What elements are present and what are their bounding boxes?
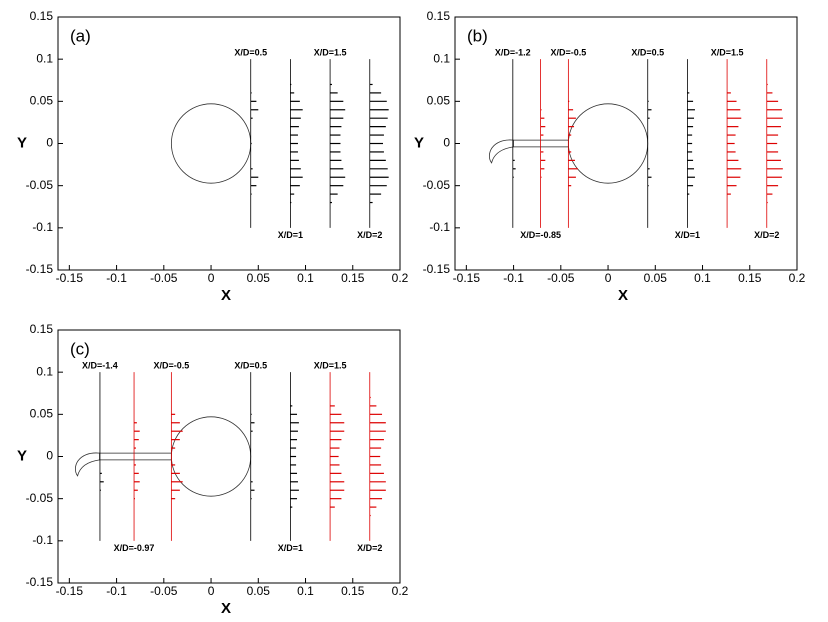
station-label: X/D=1 <box>278 230 303 240</box>
x-tick-label: 0.15 <box>341 271 365 285</box>
cylinder <box>567 103 649 184</box>
y-tick-label: 0.15 <box>30 322 54 336</box>
cylinder <box>170 103 252 184</box>
station-label: X/D=1.5 <box>314 361 347 371</box>
station-label: X/D=1 <box>278 543 303 553</box>
station-label: X/D=-1.4 <box>82 361 118 371</box>
station-label: X/D=0.5 <box>234 361 267 371</box>
x-tick-label: 0 <box>605 271 612 285</box>
y-tick-label: -0.15 <box>26 575 54 589</box>
station-label: X/D=-0.5 <box>153 361 189 371</box>
x-tick-label: 0.2 <box>392 584 409 598</box>
station-label: X/D=-0.85 <box>520 230 561 240</box>
station-label: X/D=-0.5 <box>550 48 586 58</box>
panel-label: (c) <box>70 339 90 358</box>
y-tick-label: 0.05 <box>427 94 451 108</box>
x-axis-label: X <box>221 287 231 304</box>
station-label: X/D=0.5 <box>234 48 267 58</box>
y-tick-label: -0.15 <box>423 262 451 276</box>
plate-hook <box>74 452 100 477</box>
y-tick-label: -0.05 <box>423 178 451 192</box>
x-tick-label: 0 <box>208 271 215 285</box>
y-tick-label: -0.1 <box>32 220 53 234</box>
x-tick-label: 0.1 <box>694 271 711 285</box>
plot-frame <box>57 16 401 271</box>
x-tick-label: 0.2 <box>392 271 409 285</box>
station-label: X/D=1 <box>675 230 700 240</box>
x-tick-label: -0.1 <box>106 271 127 285</box>
y-tick-label: -0.15 <box>26 262 54 276</box>
x-tick-label: 0.2 <box>789 271 806 285</box>
y-tick-label: 0.05 <box>30 94 54 108</box>
x-tick-label: -0.1 <box>503 271 524 285</box>
station-label: X/D=0.5 <box>631 48 664 58</box>
y-axis-label: Y <box>17 447 27 464</box>
y-tick-label: 0.1 <box>433 51 450 65</box>
panel: -0.15 -0.1 -0.05 0 0.05 0.1 0.15 0.2 -0.15 -0.1 -0… <box>414 9 806 304</box>
plate <box>99 452 172 461</box>
x-tick-label: -0.1 <box>106 584 127 598</box>
y-tick-label: -0.1 <box>429 220 450 234</box>
x-tick-label: -0.15 <box>453 271 481 285</box>
station-label: X/D=1.5 <box>711 48 744 58</box>
x-tick-label: 0.1 <box>297 584 314 598</box>
station-label: X/D=-1.2 <box>495 48 531 58</box>
y-tick-label: 0.15 <box>427 9 451 23</box>
x-axis-label: X <box>618 287 628 304</box>
station-label: X/D=-0.97 <box>114 543 155 553</box>
y-tick-label: 0.05 <box>30 407 54 421</box>
station-label: X/D=2 <box>357 230 382 240</box>
cylinder <box>170 416 252 497</box>
y-tick-label: 0.15 <box>30 9 54 23</box>
station-label: X/D=2 <box>357 543 382 553</box>
y-axis-label: Y <box>17 134 27 151</box>
x-tick-label: 0 <box>208 584 215 598</box>
station-label: X/D=1.5 <box>314 48 347 58</box>
panel-label: (a) <box>70 26 91 45</box>
station-label: X/D=2 <box>754 230 779 240</box>
y-tick-label: -0.05 <box>26 491 54 505</box>
panel: -0.15 -0.1 -0.05 0 0.05 0.1 0.15 0.2 -0.15 -0.1 -0… <box>17 322 409 617</box>
x-tick-label: 0.1 <box>297 271 314 285</box>
panel: -0.15 -0.1 -0.05 0 0.05 0.1 0.15 0.2 -0.15 -0.1 -0… <box>17 9 409 304</box>
plate-hook <box>488 139 514 164</box>
x-axis-label: X <box>221 600 231 617</box>
x-tick-label: -0.05 <box>150 271 178 285</box>
y-tick-label: 0 <box>443 136 450 150</box>
x-tick-label: 0.15 <box>341 584 365 598</box>
y-tick-label: 0.1 <box>36 51 53 65</box>
y-tick-label: 0.1 <box>36 364 53 378</box>
panel-label: (b) <box>467 26 488 45</box>
x-tick-label: 0.15 <box>738 271 762 285</box>
y-tick-label: -0.1 <box>32 533 53 547</box>
y-tick-label: -0.05 <box>26 178 54 192</box>
x-tick-label: -0.15 <box>56 271 84 285</box>
x-tick-label: -0.05 <box>547 271 575 285</box>
y-tick-label: 0 <box>46 449 53 463</box>
x-tick-label: -0.05 <box>150 584 178 598</box>
x-tick-label: 0.05 <box>644 271 668 285</box>
y-axis-label: Y <box>414 134 424 151</box>
x-tick-label: 0.05 <box>247 271 271 285</box>
x-tick-label: -0.15 <box>56 584 84 598</box>
x-tick-label: 0.05 <box>247 584 271 598</box>
y-tick-label: 0 <box>46 136 53 150</box>
